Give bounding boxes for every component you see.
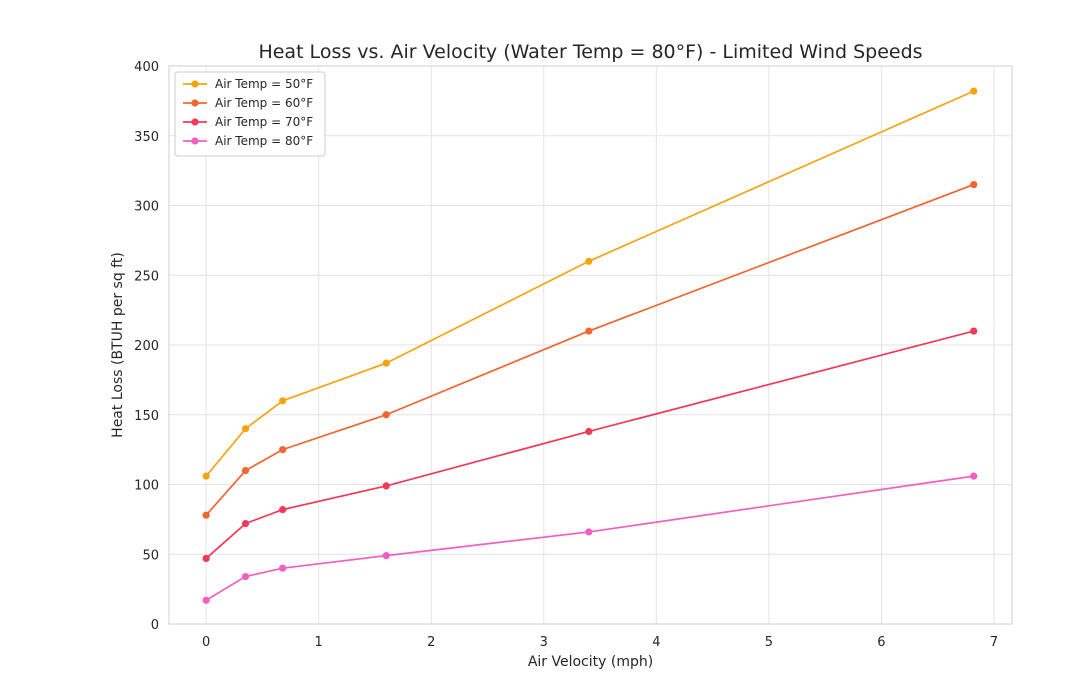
- y-tick-label: 50: [142, 548, 159, 563]
- data-point: [382, 411, 390, 419]
- chart-title: Heat Loss vs. Air Velocity (Water Temp =…: [258, 41, 922, 63]
- data-point: [279, 397, 287, 405]
- legend-item: Air Temp = 60°F: [183, 96, 313, 110]
- x-tick-label: 3: [540, 635, 548, 650]
- series: [202, 327, 978, 563]
- legend-box: [174, 71, 326, 157]
- series: [202, 87, 978, 480]
- series-line: [205, 90, 975, 477]
- data-point: [970, 472, 978, 480]
- y-tick-label: 250: [134, 269, 159, 284]
- legend-label: Air Temp = 80°F: [215, 134, 313, 148]
- series-group: [202, 87, 978, 604]
- y-tick-label: 0: [151, 618, 159, 633]
- x-tick-label: 0: [202, 635, 210, 650]
- y-tick-label: 300: [134, 200, 159, 215]
- legend-label: Air Temp = 50°F: [215, 77, 313, 91]
- ticks: 0 1 2 3 4 5 6 7 0 50 100 150 200 250 300 350 400: [134, 60, 998, 650]
- y-tick-label: 350: [134, 130, 159, 145]
- y-tick-label: 400: [134, 60, 159, 75]
- x-tick-label: 1: [315, 635, 323, 650]
- x-tick-label: 6: [877, 635, 885, 650]
- data-point: [202, 596, 210, 604]
- y-tick-label: 150: [134, 409, 159, 424]
- data-point: [585, 528, 593, 536]
- legend-swatch-marker: [191, 137, 199, 145]
- legend-swatch-marker: [191, 118, 199, 126]
- series: [202, 180, 978, 519]
- data-point: [382, 482, 390, 490]
- y-tick-label: 100: [134, 479, 159, 494]
- data-point: [279, 506, 287, 514]
- legend-label: Air Temp = 70°F: [215, 115, 313, 129]
- x-tick-label: 5: [765, 635, 773, 650]
- data-point: [585, 427, 593, 436]
- data-point: [202, 554, 210, 563]
- data-point: [241, 519, 250, 528]
- data-point: [202, 511, 210, 519]
- legend-swatch-marker: [191, 80, 199, 88]
- legend-label: Air Temp = 60°F: [215, 96, 313, 110]
- data-point: [279, 446, 287, 454]
- x-tick-label: 7: [990, 635, 998, 650]
- data-point: [382, 552, 390, 560]
- y-tick-label: 200: [134, 339, 159, 354]
- series-line: [205, 330, 974, 560]
- series-line: [205, 475, 974, 602]
- data-point: [241, 572, 250, 581]
- data-point: [279, 564, 287, 572]
- data-point: [970, 180, 978, 189]
- data-point: [970, 87, 978, 95]
- data-point: [585, 327, 593, 335]
- y-axis-label: Heat Loss (BTUH per sq ft): [110, 252, 126, 438]
- data-point: [585, 257, 593, 265]
- legend-item: Air Temp = 70°F: [183, 115, 313, 129]
- series-line: [205, 183, 975, 516]
- x-tick-label: 4: [652, 635, 660, 650]
- series: [202, 472, 978, 604]
- legend: Air Temp = 50°F Air Temp = 60°F Air Temp =…: [174, 71, 326, 157]
- x-axis-label: Air Velocity (mph): [528, 654, 653, 670]
- legend-item: Air Temp = 50°F: [183, 77, 313, 91]
- legend-item: Air Temp = 80°F: [183, 134, 313, 148]
- data-point: [202, 472, 210, 480]
- plot-area: [168, 65, 1013, 625]
- data-point: [241, 425, 250, 433]
- x-tick-label: 2: [427, 635, 435, 650]
- data-point: [241, 466, 250, 475]
- data-point: [970, 327, 978, 335]
- data-point: [382, 359, 390, 367]
- legend-swatch-marker: [191, 99, 199, 107]
